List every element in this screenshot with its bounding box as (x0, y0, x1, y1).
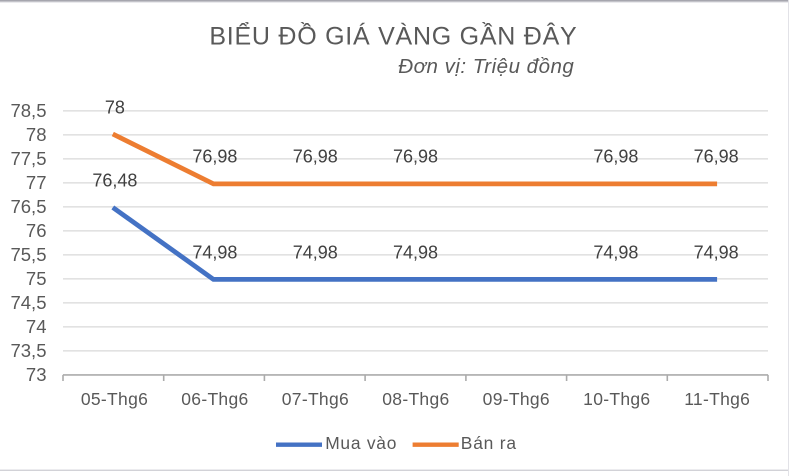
svg-text:76,5: 76,5 (10, 196, 46, 217)
svg-text:76,98: 76,98 (694, 147, 739, 167)
svg-text:74,5: 74,5 (10, 292, 46, 313)
svg-text:Bán ra: Bán ra (461, 433, 517, 453)
svg-text:74,98: 74,98 (593, 243, 638, 263)
svg-text:05-Thg6: 05-Thg6 (81, 389, 148, 409)
svg-text:75: 75 (26, 268, 47, 289)
svg-text:09-Thg6: 09-Thg6 (483, 389, 550, 409)
svg-text:77: 77 (26, 172, 47, 193)
svg-text:74,98: 74,98 (293, 243, 338, 263)
svg-text:76: 76 (26, 220, 47, 241)
svg-text:78: 78 (105, 97, 125, 117)
svg-text:78,5: 78,5 (10, 100, 46, 121)
svg-text:06-Thg6: 06-Thg6 (181, 389, 248, 409)
svg-text:Đơn vị: Triệu đồng: Đơn vị: Triệu đồng (398, 55, 574, 78)
svg-text:76,98: 76,98 (192, 147, 237, 167)
svg-text:08-Thg6: 08-Thg6 (382, 389, 449, 409)
svg-text:76,98: 76,98 (293, 147, 338, 167)
svg-text:Mua vào: Mua vào (325, 433, 397, 453)
svg-text:77,5: 77,5 (10, 148, 46, 169)
svg-text:07-Thg6: 07-Thg6 (282, 389, 349, 409)
svg-text:10-Thg6: 10-Thg6 (583, 389, 650, 409)
svg-text:76,98: 76,98 (593, 147, 638, 167)
svg-text:74,98: 74,98 (393, 243, 438, 263)
svg-text:75,5: 75,5 (10, 244, 46, 265)
svg-text:73,5: 73,5 (10, 340, 46, 361)
svg-text:73: 73 (26, 364, 47, 385)
svg-text:74,98: 74,98 (192, 243, 237, 263)
svg-text:74: 74 (26, 316, 47, 337)
svg-text:76,48: 76,48 (92, 171, 137, 191)
svg-text:BIỂU ĐỒ GIÁ VÀNG GẦN ĐÂY: BIỂU ĐỒ GIÁ VÀNG GẦN ĐÂY (209, 21, 577, 51)
svg-text:74,98: 74,98 (694, 243, 739, 263)
svg-text:11-Thg6: 11-Thg6 (684, 389, 750, 409)
svg-text:76,98: 76,98 (393, 147, 438, 167)
svg-text:78: 78 (26, 124, 47, 145)
